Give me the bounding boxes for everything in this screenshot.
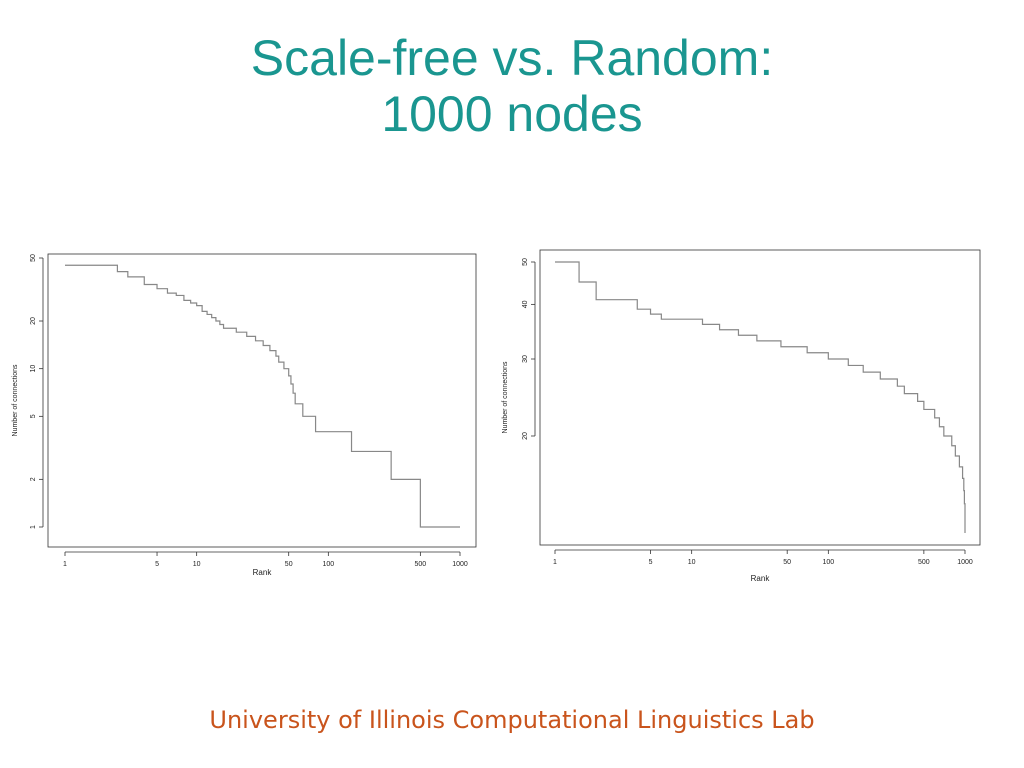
slide-title: Scale-free vs. Random: 1000 nodes bbox=[0, 30, 1024, 142]
x-tick-label: 50 bbox=[783, 559, 791, 566]
y-tick-label: 50 bbox=[522, 258, 529, 266]
x-tick-label: 10 bbox=[193, 561, 201, 568]
x-tick-label: 100 bbox=[822, 559, 834, 566]
y-tick-label: 30 bbox=[522, 355, 529, 363]
x-axis-label: Rank bbox=[751, 574, 771, 583]
x-tick-label: 1000 bbox=[452, 561, 468, 568]
y-tick-label: 1 bbox=[30, 525, 37, 529]
slide-title-line-2: 1000 nodes bbox=[381, 86, 643, 142]
x-tick-label: 50 bbox=[285, 561, 293, 568]
plot-frame bbox=[47, 253, 477, 548]
y-axis-label: Number of connections bbox=[502, 361, 509, 433]
y-tick-label: 50 bbox=[30, 254, 37, 262]
y-tick-label: 2 bbox=[30, 477, 37, 481]
y-tick-label: 20 bbox=[30, 317, 37, 325]
x-tick-label: 100 bbox=[322, 561, 334, 568]
x-axis: 1 5 10 50 100 500 1000 bbox=[63, 551, 468, 568]
y-tick-label: 10 bbox=[30, 365, 37, 373]
chart-random: 1 5 10 50 100 500 1000 20 30 40 50 Rank Number of co… bbox=[502, 249, 981, 583]
lab-footer: University of Illinois Computational Lin… bbox=[209, 706, 815, 734]
y-axis: 20 30 40 50 bbox=[522, 258, 536, 440]
y-tick-label: 5 bbox=[30, 414, 37, 418]
y-axis-label: Number of connections bbox=[12, 364, 19, 436]
x-tick-label: 1 bbox=[63, 561, 67, 568]
x-axis: 1 5 10 50 100 500 1000 bbox=[553, 549, 973, 566]
series-line-0 bbox=[555, 261, 966, 533]
x-tick-label: 1 bbox=[553, 559, 557, 566]
x-tick-label: 5 bbox=[155, 561, 159, 568]
x-axis-label: Rank bbox=[253, 568, 273, 577]
series-line-0 bbox=[65, 264, 460, 528]
slide-title-line-1: Scale-free vs. Random: bbox=[250, 30, 774, 86]
y-tick-label: 40 bbox=[522, 300, 529, 308]
x-tick-label: 500 bbox=[918, 559, 930, 566]
x-tick-label: 5 bbox=[649, 559, 653, 566]
y-axis: 1 2 5 10 20 50 bbox=[30, 254, 44, 529]
x-tick-label: 500 bbox=[415, 561, 427, 568]
x-tick-label: 1000 bbox=[957, 559, 973, 566]
y-tick-label: 20 bbox=[522, 432, 529, 440]
x-tick-label: 10 bbox=[688, 559, 696, 566]
chart-scale-free: 1 5 10 50 100 500 1000 1 2 5 10 20 50 Rank Number of c… bbox=[12, 253, 477, 577]
plot-frame bbox=[539, 249, 981, 546]
